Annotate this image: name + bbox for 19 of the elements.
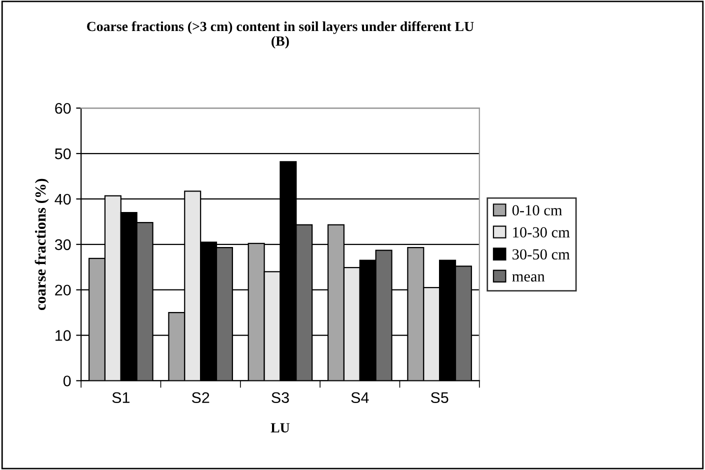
y-tick-label: 30 (54, 239, 71, 250)
x-tick-label: S2 (192, 392, 210, 404)
y-axis-title: coarse fractions (%) (34, 178, 49, 310)
legend-label: 0-10 cm (512, 205, 562, 216)
legend-label: 30-50 cm (512, 249, 570, 260)
y-tick-label: 60 (55, 102, 71, 114)
x-tick-label: S1 (112, 392, 130, 404)
legend-label: mean (512, 274, 545, 282)
y-tick-label: 10 (56, 330, 71, 341)
y-tick-label: 20 (55, 284, 71, 296)
y-tick-label: 50 (54, 148, 71, 160)
x-tick-label: S4 (351, 392, 369, 404)
x-tick-label: S5 (430, 392, 448, 404)
legend-label: 10-30 cm (513, 227, 570, 238)
chart-title: Coarse fractions (>3 cm) content in soil layers under different LU (B) (87, 21, 474, 49)
x-tick-label: S3 (272, 392, 289, 404)
y-tick-label: 0 (63, 376, 71, 386)
y-tick-label: 40 (54, 194, 71, 205)
x-axis-title: LU (270, 423, 290, 432)
